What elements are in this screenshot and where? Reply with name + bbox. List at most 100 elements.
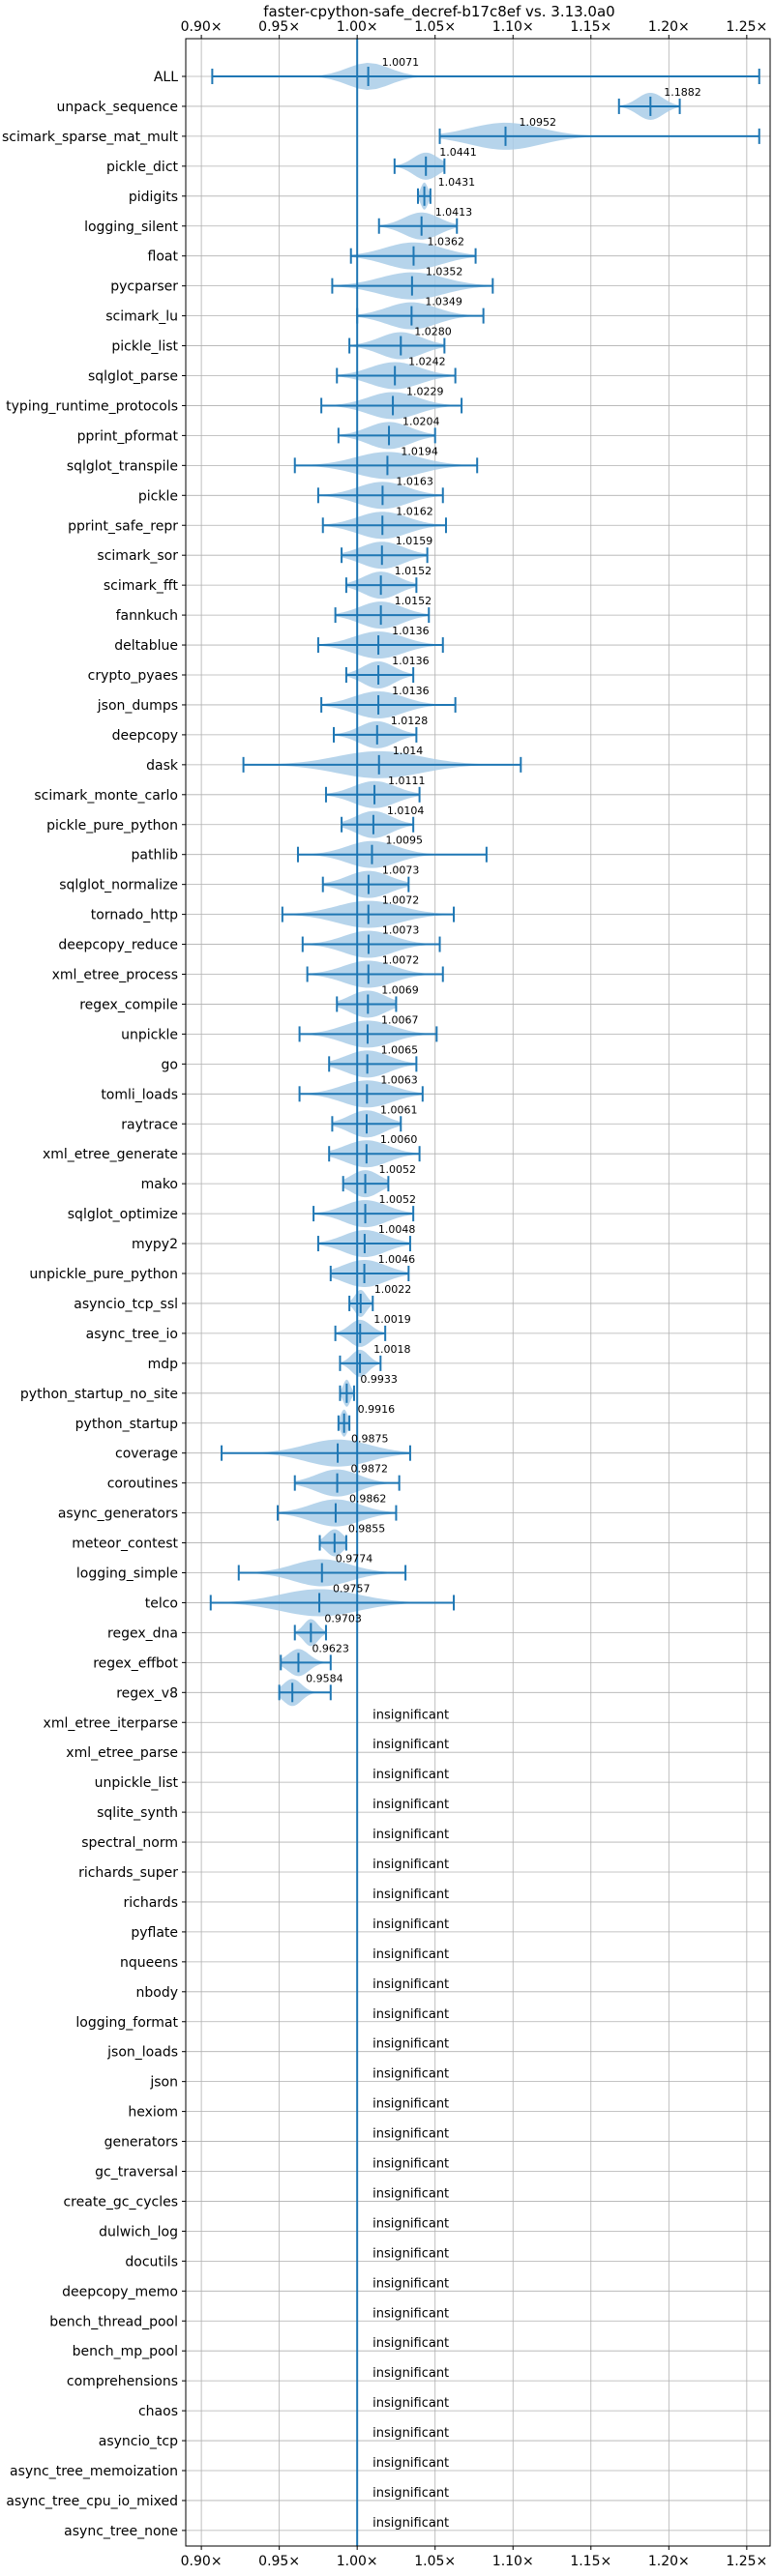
insignificant-label: insignificant [372, 1708, 449, 1722]
y-tick-label: generators [104, 2135, 178, 2151]
x-tick-label-top: 1.25× [726, 19, 767, 35]
insignificant-label: insignificant [372, 2037, 449, 2052]
x-tick-label-top: 1.20× [648, 19, 690, 35]
y-tick-label: python_startup [75, 1417, 178, 1432]
value-label: 0.9584 [306, 1672, 343, 1684]
insignificant-label: insignificant [372, 2306, 449, 2321]
y-tick-label: xml_etree_generate [43, 1147, 178, 1162]
insignificant-label: insignificant [372, 1858, 449, 1872]
plot-frame [185, 38, 771, 2547]
y-tick-label: async_tree_none [64, 2524, 178, 2539]
value-label: 1.0152 [395, 565, 432, 577]
y-tick-label: pickle_list [111, 339, 178, 355]
y-tick-label: regex_compile [79, 997, 178, 1012]
insignificant-label: insignificant [372, 2426, 449, 2441]
value-label: 0.9916 [358, 1403, 396, 1416]
y-tick-label: json [149, 2075, 178, 2091]
axis-layer: 0.90× 0.90× 0.95× 0.95× 1.00× 1.00× 1.05× 1.05×… [2, 19, 767, 2569]
y-tick-label: pycparser [110, 279, 178, 295]
x-tick-label-bottom: 1.05× [414, 2554, 456, 2569]
y-tick-label: chaos [138, 2404, 178, 2419]
x-tick-label-top: 1.00× [337, 19, 378, 35]
value-label: 1.0242 [408, 356, 446, 368]
value-label: 0.9933 [360, 1373, 398, 1386]
value-label: 1.0061 [380, 1103, 418, 1116]
y-tick-label: pprint_safe_repr [68, 518, 178, 534]
insignificant-label: insignificant [372, 2216, 449, 2231]
value-label: 0.9703 [324, 1612, 362, 1625]
y-tick-label: unpickle_pure_python [29, 1267, 178, 1282]
value-label: 1.0071 [382, 56, 420, 69]
y-tick-label: sqlglot_transpile [67, 458, 178, 474]
y-tick-label: ALL [154, 70, 178, 85]
y-tick-label: scimark_monte_carlo [34, 788, 178, 804]
value-label: 0.9757 [333, 1582, 371, 1595]
insignificant-label: insignificant [372, 2486, 449, 2501]
y-tick-label: go [162, 1057, 178, 1072]
y-tick-label: deepcopy [112, 728, 178, 744]
value-label: 1.0073 [382, 864, 420, 877]
y-tick-label: tomli_loads [101, 1087, 178, 1102]
y-tick-label: scimark_sor [97, 548, 178, 564]
insignificant-label: insignificant [372, 2366, 449, 2381]
value-label: 1.0152 [395, 595, 432, 607]
value-label: 0.9855 [348, 1523, 386, 1536]
y-tick-label: mypy2 [132, 1237, 178, 1252]
y-tick-label: regex_effbot [93, 1655, 178, 1671]
y-tick-label: pickle [138, 488, 178, 504]
value-label: 1.0194 [401, 445, 438, 457]
y-tick-label: pyflate [131, 1925, 178, 1941]
insignificant-label: insignificant [372, 1917, 449, 1932]
y-tick-label: pickle_pure_python [46, 818, 178, 834]
insignificant-label: insignificant [372, 2246, 449, 2261]
y-tick-label: pidigits [129, 190, 178, 205]
y-tick-label: sqlglot_parse [88, 369, 178, 385]
x-tick-label-top: 0.90× [181, 19, 223, 35]
value-label: 1.0019 [373, 1313, 411, 1326]
y-tick-label: regex_dna [107, 1625, 178, 1641]
y-tick-label: regex_v8 [116, 1685, 178, 1701]
value-label: 0.9862 [349, 1493, 387, 1506]
y-tick-label: pprint_pformat [77, 428, 179, 444]
y-tick-label: fannkuch [116, 608, 178, 624]
x-tick-label-top: 1.15× [570, 19, 611, 35]
y-tick-label: nqueens [120, 1955, 178, 1971]
value-label: 1.0159 [396, 535, 433, 547]
y-tick-label: bench_thread_pool [49, 2314, 178, 2329]
y-tick-label: xml_etree_parse [66, 1745, 178, 1761]
value-label: 0.9872 [351, 1463, 389, 1476]
y-tick-label: async_tree_cpu_io_mixed [6, 2494, 178, 2509]
value-label: 1.0067 [381, 1013, 419, 1026]
insignificant-label: insignificant [372, 2067, 449, 2082]
y-tick-label: pickle_dict [106, 160, 179, 175]
insignificant-label: insignificant [372, 2007, 449, 2022]
y-tick-label: richards_super [78, 1865, 178, 1881]
value-label: 1.0052 [379, 1193, 417, 1206]
value-label: 1.0104 [387, 805, 425, 817]
y-tick-label: bench_mp_pool [73, 2344, 178, 2359]
value-label: 1.0065 [381, 1043, 419, 1056]
value-label: 0.9875 [351, 1433, 389, 1446]
y-tick-label: deepcopy_memo [62, 2284, 178, 2299]
insignificant-label: insignificant [372, 2396, 449, 2411]
y-tick-label: json_loads [106, 2045, 178, 2061]
insignificant-label: insignificant [372, 2516, 449, 2531]
y-tick-label: coverage [115, 1447, 178, 1462]
y-tick-label: xml_etree_process [52, 968, 178, 983]
y-tick-label: dulwich_log [99, 2224, 178, 2239]
insignificant-label: insignificant [372, 1828, 449, 1842]
value-label: 1.0136 [392, 625, 430, 637]
value-label: 0.9774 [336, 1553, 373, 1566]
value-label: 1.0095 [385, 834, 423, 847]
value-label: 1.0204 [402, 415, 440, 427]
value-label: 1.0072 [382, 954, 420, 967]
value-label: 1.1882 [664, 86, 701, 99]
grid-layer [186, 39, 770, 2546]
y-tick-label: pathlib [132, 848, 179, 864]
value-label: 1.0048 [378, 1223, 416, 1236]
value-label: 1.0063 [380, 1073, 418, 1086]
value-label: 1.0952 [520, 116, 557, 129]
y-tick-label: create_gc_cycles [63, 2194, 178, 2210]
insignificant-label: insignificant [372, 2097, 449, 2112]
